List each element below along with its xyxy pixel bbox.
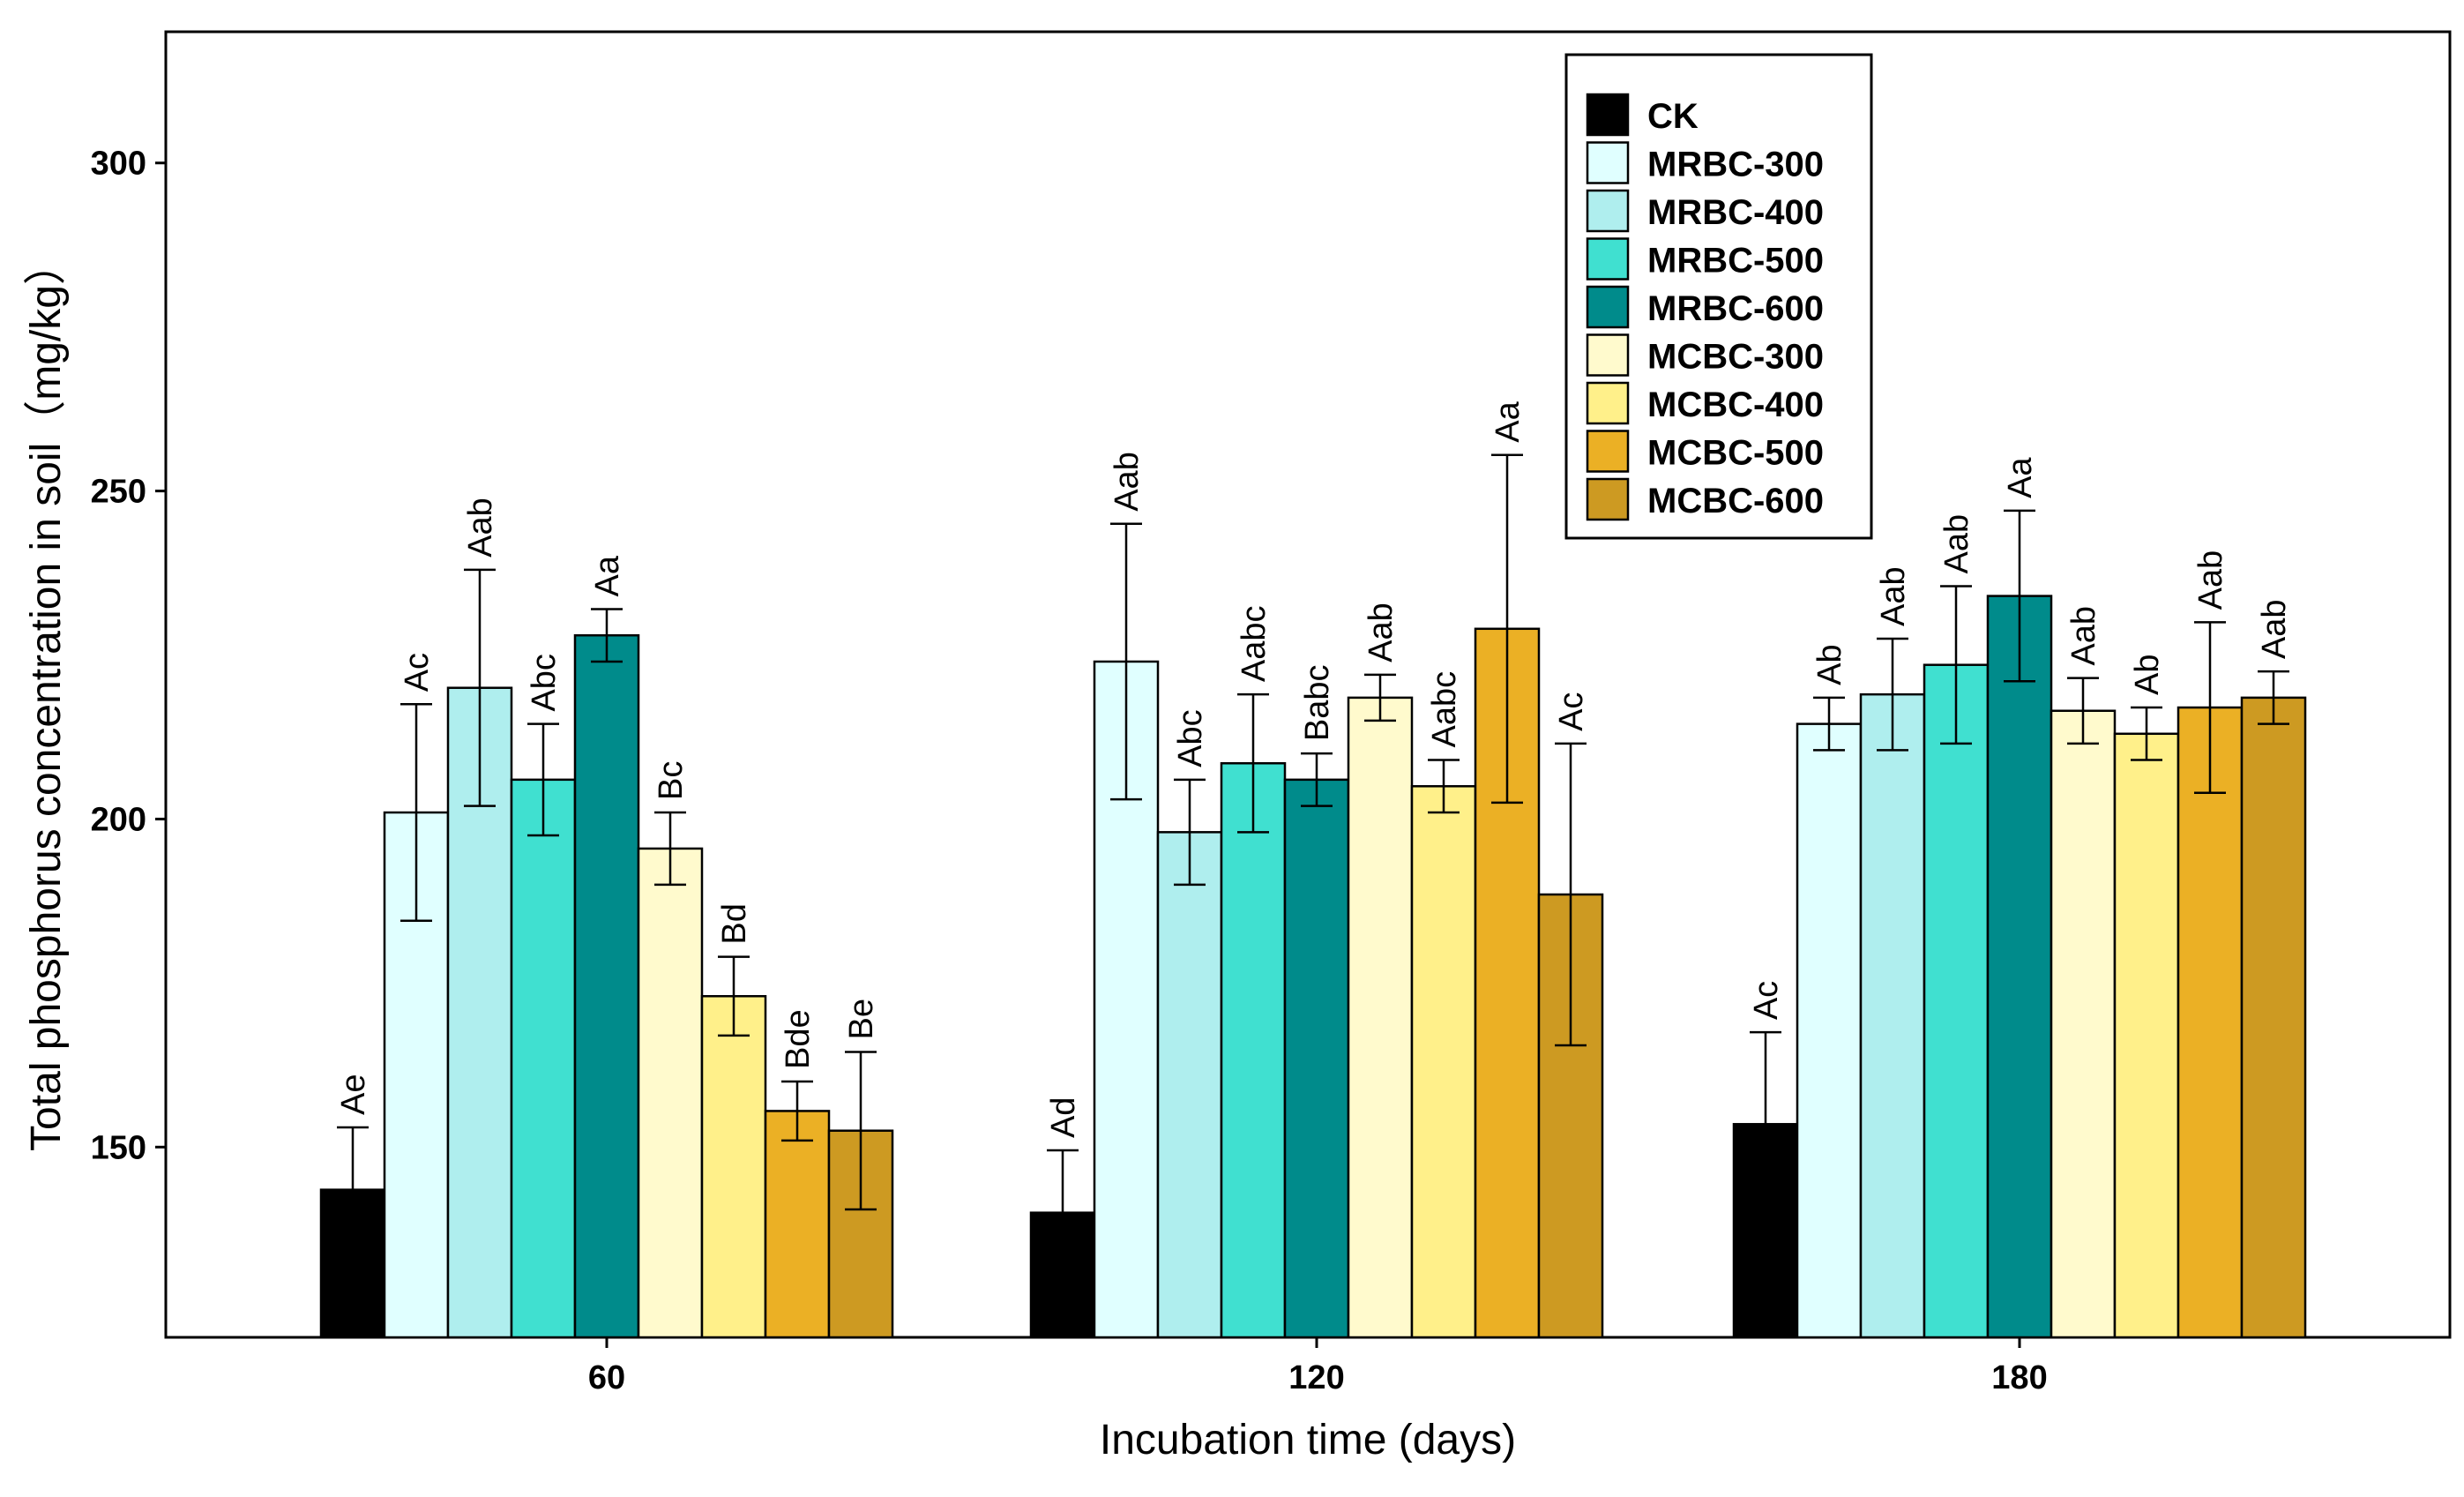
legend-swatch-mcbc-600 (1586, 477, 1630, 521)
legend-label-mcbc-400: MCBC-400 (1647, 385, 1824, 424)
significance-label: Aab (462, 498, 499, 558)
significance-label: Aab (1938, 514, 1975, 574)
legend: CK MRBC-300 MRBC-400 MRBC-500 MRBC-600 MCBC-3… (1564, 53, 1873, 540)
significance-label: Aa (1490, 400, 1527, 442)
y-tick-label: 250 (91, 474, 146, 511)
bars-layer (319, 595, 2307, 1339)
legend-label-mcbc-300: MCBC-300 (1647, 338, 1824, 377)
legend-swatch-mcbc-300 (1586, 333, 1630, 377)
significance-label: Aabc (1426, 671, 1463, 748)
significance-label: Aa (2002, 457, 2039, 498)
y-axis: 150 200 250 300 (91, 146, 166, 1166)
significance-label: Abc (526, 654, 563, 711)
significance-label: Ac (1553, 692, 1590, 731)
legend-swatch-mcbc-500 (1586, 430, 1630, 473)
bar-mcbc-500-60 (764, 1110, 831, 1339)
bar-mrbc-500-120 (1220, 761, 1287, 1339)
bar-mcbc-500-180 (2177, 706, 2244, 1339)
significance-label: Aab (1875, 566, 1912, 626)
bar-mrbc-600-120 (1283, 778, 1350, 1339)
x-tick-label: 180 (1991, 1359, 2047, 1396)
legend-label-mcbc-600: MCBC-600 (1647, 482, 1824, 520)
y-axis-title: Total phosphorus concentration in soil（m… (23, 243, 70, 1151)
x-axis: 60 120 180 (588, 1337, 2048, 1396)
bar-mrbc-300-180 (1796, 722, 1863, 1339)
significance-label: Aab (1363, 603, 1400, 662)
bar-mrbc-400-120 (1156, 831, 1223, 1339)
significance-label: Aabc (1236, 606, 1273, 683)
significance-label: Bd (716, 903, 753, 944)
significance-label: Ab (2129, 655, 2166, 695)
error-bars-layer (337, 453, 2289, 1276)
significance-label: Aab (2192, 550, 2229, 610)
significance-labels-layer: Ae Ac Aab Abc Aa Bc Bd Bde Be Ad Aab Abc Aabc Babc Aab… (335, 400, 2293, 1138)
legend-swatch-mrbc-600 (1586, 285, 1630, 329)
bar-mrbc-500-60 (510, 778, 577, 1339)
y-tick-label: 200 (91, 801, 146, 838)
significance-label: Bde (780, 1009, 817, 1069)
legend-swatch-mrbc-500 (1586, 237, 1630, 281)
bar-mrbc-500-180 (1923, 663, 1990, 1339)
legend-label-mrbc-400: MRBC-400 (1647, 193, 1824, 232)
legend-label-mcbc-500: MCBC-500 (1647, 434, 1824, 473)
y-tick-label: 150 (91, 1129, 146, 1166)
significance-label: Be (843, 999, 880, 1039)
significance-label: Babc (1299, 664, 1336, 741)
bar-mcbc-400-120 (1410, 785, 1477, 1339)
legend-swatch-mrbc-300 (1586, 141, 1630, 184)
bar-mrbc-600-180 (1986, 595, 2053, 1339)
legend-swatch-ck (1586, 93, 1630, 137)
bar-mcbc-300-120 (1347, 696, 1414, 1339)
significance-label: Aab (2065, 606, 2102, 666)
legend-label-mrbc-500: MRBC-500 (1647, 242, 1824, 281)
legend-swatch-mcbc-400 (1586, 381, 1630, 425)
significance-label: Bc (653, 761, 690, 800)
bar-mcbc-300-180 (2050, 709, 2117, 1339)
significance-label: Ac (399, 653, 436, 692)
x-tick-label: 120 (1288, 1359, 1344, 1396)
significance-label: Ac (1748, 981, 1785, 1020)
significance-label: Aab (2256, 600, 2293, 660)
bar-mcbc-400-180 (2113, 732, 2180, 1339)
bar-mcbc-400-60 (700, 995, 767, 1339)
bar-mrbc-600-60 (573, 633, 640, 1339)
significance-label: Ad (1045, 1097, 1082, 1138)
bar-mcbc-300-60 (637, 847, 704, 1339)
significance-label: Ab (1811, 644, 1848, 685)
legend-label-mrbc-300: MRBC-300 (1647, 146, 1824, 184)
significance-label: Aab (1109, 452, 1146, 512)
significance-label: Ae (335, 1074, 372, 1115)
bar-mrbc-400-180 (1859, 692, 1926, 1339)
x-axis-title: Incubation time (days) (1100, 1417, 1516, 1463)
legend-label-mrbc-600: MRBC-600 (1647, 289, 1824, 328)
legend-swatch-mrbc-400 (1586, 189, 1630, 233)
bar-mcbc-600-180 (2240, 696, 2307, 1339)
legend-label-ck: CK (1647, 97, 1699, 136)
significance-label: Aa (589, 555, 626, 596)
y-tick-label: 300 (91, 146, 146, 183)
significance-label: Abc (1172, 709, 1209, 767)
x-tick-label: 60 (588, 1359, 625, 1396)
